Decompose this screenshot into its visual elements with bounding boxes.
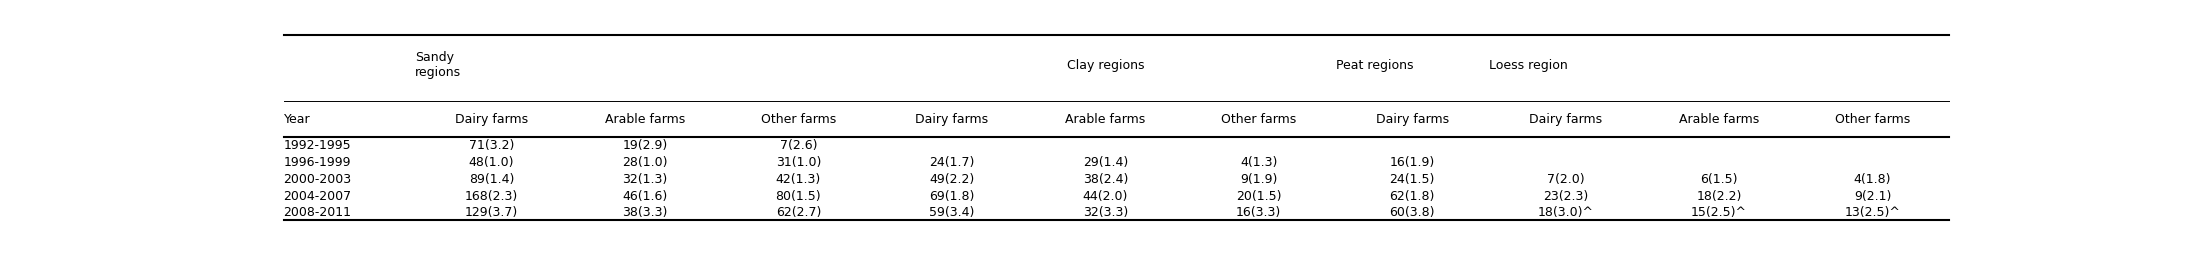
Text: 62(1.8): 62(1.8) [1390,189,1434,202]
Text: Arable farms: Arable farms [605,113,684,126]
Text: 49(2.2): 49(2.2) [928,172,975,185]
Text: 18(2.2): 18(2.2) [1696,189,1742,202]
Text: Arable farms: Arable farms [1679,113,1760,126]
Text: 60(3.8): 60(3.8) [1390,205,1434,218]
Text: 4(1.8): 4(1.8) [1855,172,1892,185]
Text: Dairy farms: Dairy farms [1529,113,1602,126]
Text: 59(3.4): 59(3.4) [928,205,975,218]
Text: Peat regions: Peat regions [1335,59,1412,72]
Text: 38(3.3): 38(3.3) [623,205,667,218]
Text: 19(2.9): 19(2.9) [623,139,667,152]
Text: 62(2.7): 62(2.7) [777,205,821,218]
Text: Dairy farms: Dairy farms [455,113,528,126]
Text: 24(1.5): 24(1.5) [1390,172,1434,185]
Text: 89(1.4): 89(1.4) [469,172,515,185]
Text: 129(3.7): 129(3.7) [464,205,519,218]
Text: 28(1.0): 28(1.0) [623,155,669,168]
Text: 48(1.0): 48(1.0) [469,155,515,168]
Text: 2004-2007: 2004-2007 [284,189,352,202]
Text: 9(1.9): 9(1.9) [1241,172,1278,185]
Text: 32(1.3): 32(1.3) [623,172,667,185]
Text: 32(3.3): 32(3.3) [1082,205,1129,218]
Text: 46(1.6): 46(1.6) [623,189,667,202]
Text: Clay regions: Clay regions [1067,59,1144,72]
Text: 1992-1995: 1992-1995 [284,139,352,152]
Text: 1996-1999: 1996-1999 [284,155,352,168]
Text: 20(1.5): 20(1.5) [1236,189,1283,202]
Text: 38(2.4): 38(2.4) [1082,172,1129,185]
Text: Year: Year [284,113,310,126]
Text: Loess region: Loess region [1489,59,1569,72]
Text: 16(1.9): 16(1.9) [1390,155,1434,168]
Text: 168(2.3): 168(2.3) [464,189,519,202]
Text: 71(3.2): 71(3.2) [469,139,515,152]
Text: Arable farms: Arable farms [1065,113,1146,126]
Text: 6(1.5): 6(1.5) [1701,172,1738,185]
Text: 29(1.4): 29(1.4) [1082,155,1129,168]
Text: Dairy farms: Dairy farms [1375,113,1450,126]
Text: 13(2.5)^: 13(2.5)^ [1844,205,1901,218]
Text: 2000-2003: 2000-2003 [284,172,352,185]
Text: Other farms: Other farms [761,113,836,126]
Text: 80(1.5): 80(1.5) [777,189,821,202]
Text: 9(2.1): 9(2.1) [1855,189,1892,202]
Text: Other farms: Other farms [1221,113,1296,126]
Text: 7(2.6): 7(2.6) [779,139,816,152]
Text: 42(1.3): 42(1.3) [777,172,821,185]
Text: 31(1.0): 31(1.0) [777,155,821,168]
Text: 7(2.0): 7(2.0) [1547,172,1584,185]
Text: 18(3.0)^: 18(3.0)^ [1538,205,1593,218]
Text: Sandy
regions: Sandy regions [416,51,462,79]
Text: 44(2.0): 44(2.0) [1082,189,1129,202]
Text: 15(2.5)^: 15(2.5)^ [1692,205,1747,218]
Text: 69(1.8): 69(1.8) [928,189,975,202]
Text: Dairy farms: Dairy farms [915,113,988,126]
Text: 2008-2011: 2008-2011 [284,205,352,218]
Text: Other farms: Other farms [1835,113,1910,126]
Text: 23(2.3): 23(2.3) [1542,189,1588,202]
Text: 16(3.3): 16(3.3) [1236,205,1280,218]
Text: 4(1.3): 4(1.3) [1241,155,1278,168]
Text: 24(1.7): 24(1.7) [928,155,975,168]
